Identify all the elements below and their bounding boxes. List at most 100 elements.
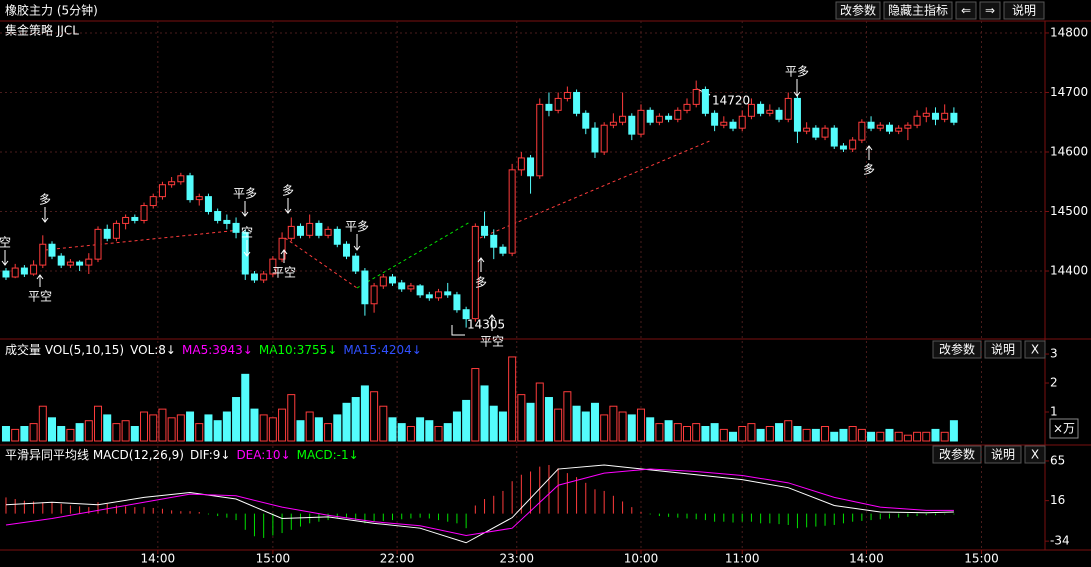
button[interactable] (979, 1, 1001, 20)
price-label: 14720 (712, 94, 750, 108)
volume-bar (397, 423, 406, 442)
candle-body (950, 112, 958, 123)
button[interactable] (1003, 1, 1045, 20)
button-label[interactable]: 说明 (1012, 3, 1036, 18)
volume-bar (38, 405, 47, 442)
candle-body (628, 115, 636, 135)
signal-label: 平多 (785, 65, 809, 79)
candle-body (435, 291, 443, 299)
button-label[interactable]: 说明 (991, 447, 1015, 462)
candle-body (674, 109, 682, 120)
button-label[interactable]: ⇒ (985, 4, 995, 18)
volume-bar (600, 414, 609, 442)
volume-bar (489, 405, 498, 442)
button[interactable] (932, 340, 982, 359)
button-label[interactable]: X (1031, 343, 1039, 357)
volume-bar (636, 408, 645, 442)
button-label[interactable]: 改参数 (939, 447, 975, 462)
button-label[interactable]: ⇐ (961, 4, 971, 18)
volume-bar (839, 428, 848, 442)
y-tick-label: 14800 (1050, 25, 1088, 39)
volume-bar (434, 426, 443, 442)
volume-bar (370, 391, 379, 442)
volume-bar (66, 428, 75, 442)
candle-body (131, 216, 139, 221)
candle-body (766, 109, 774, 114)
volume-bar (903, 434, 912, 442)
candle-body (168, 181, 176, 186)
button-label[interactable]: 说明 (991, 342, 1015, 357)
volume-bar (84, 420, 93, 442)
candle-body (462, 309, 470, 320)
button-label[interactable]: 隐藏主指标 (888, 3, 948, 18)
volume-bar (388, 417, 397, 442)
volume-bar (351, 397, 360, 442)
button[interactable] (883, 1, 953, 20)
volume-bar (738, 426, 747, 442)
signal-label: 平多 (345, 220, 369, 234)
signal-arrow (284, 198, 292, 214)
signal-arrow (280, 249, 288, 263)
candle-body (324, 228, 332, 236)
candle-body (398, 282, 406, 290)
button[interactable] (835, 1, 881, 20)
unit-label: ×万 (1053, 422, 1075, 436)
candle-body (177, 175, 185, 183)
candle-body (839, 145, 847, 150)
volume-bar (379, 405, 388, 442)
volume-bar (498, 411, 507, 442)
candle-body (609, 121, 617, 126)
volume-bar (305, 411, 314, 442)
volume-bar (259, 414, 268, 442)
label-leader (451, 325, 465, 336)
button-label[interactable]: 改参数 (939, 342, 975, 357)
candle-body (573, 91, 581, 114)
candle-body (775, 109, 783, 120)
candle-body (849, 139, 857, 150)
volume-bar (140, 411, 149, 442)
volume-bar (213, 420, 222, 442)
candle-body (858, 121, 866, 141)
signal-label: 平空 (28, 290, 52, 304)
y-tick-label: 65 (1050, 453, 1065, 467)
y-tick-label: 14500 (1050, 204, 1088, 218)
candle-body (250, 273, 258, 281)
signal-arrow (353, 234, 361, 251)
button[interactable] (955, 1, 977, 20)
signal-arrow (41, 207, 49, 223)
button[interactable] (1024, 445, 1046, 464)
volume-bar (627, 414, 636, 442)
button-label[interactable]: X (1031, 448, 1039, 462)
candle-body (444, 291, 452, 296)
panel-title: 平滑异同平均线 MACD(12,26,9) (5, 448, 184, 462)
trend-line (284, 237, 358, 289)
volume-bar (922, 431, 931, 442)
volume-bar (167, 417, 176, 442)
volume-bar (517, 394, 526, 442)
volume-bar (508, 356, 517, 442)
candle-body (20, 267, 28, 275)
candle-body (352, 255, 360, 272)
x-tick-label: 22:00 (380, 552, 415, 566)
macd-line (5, 464, 954, 544)
candle-body (232, 222, 240, 233)
button[interactable] (1024, 340, 1046, 359)
trend-line (356, 221, 471, 289)
candle-body (711, 112, 719, 126)
volume-bar (719, 428, 728, 442)
signal-arrow (1, 250, 9, 266)
candle-body (214, 211, 222, 221)
x-tick-label: 15:00 (256, 552, 291, 566)
button[interactable] (984, 445, 1022, 464)
button[interactable] (984, 340, 1022, 359)
candle-body (204, 196, 212, 213)
volume-bar (232, 397, 241, 442)
candle-body (545, 103, 553, 111)
panel-header: 成交量 VOL(5,10,15) VOL:8↓ MA5:3943↓ MA10:3755… (5, 342, 422, 357)
candle-body (76, 261, 84, 266)
button-label[interactable]: 改参数 (840, 3, 876, 18)
button[interactable] (932, 445, 982, 464)
volume-bar (324, 423, 333, 442)
volume-bar (793, 426, 802, 442)
trend-lines (44, 139, 713, 289)
